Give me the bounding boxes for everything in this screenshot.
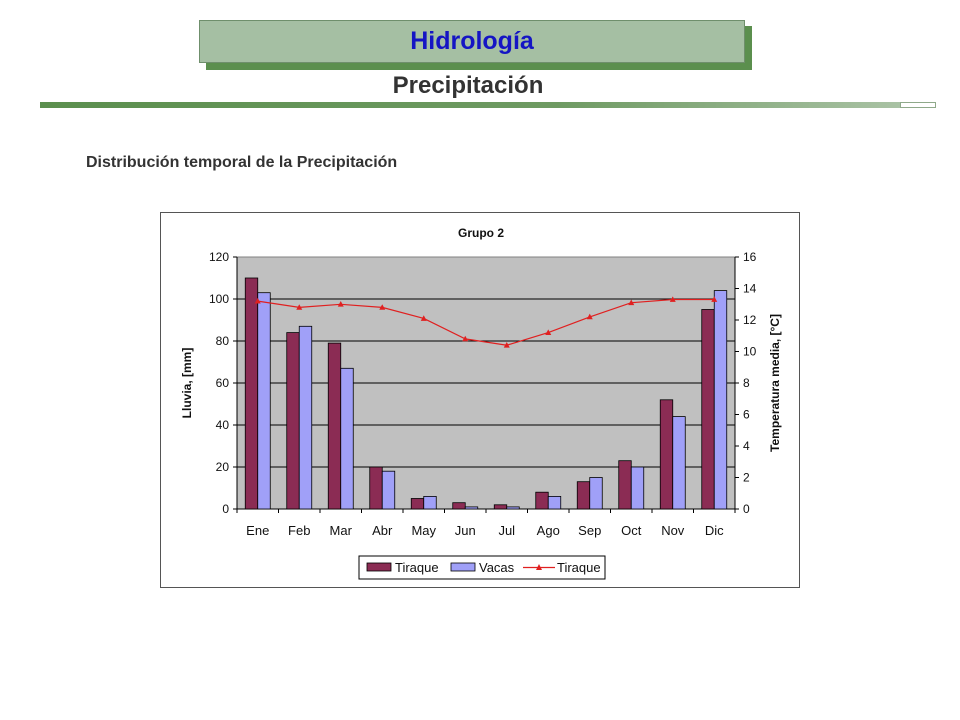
- temperature-marker: [420, 315, 427, 321]
- precipitation-chart: Grupo 2 Lluvia, [mm] Temperatura media, …: [180, 226, 782, 580]
- bar-vacas: [547, 495, 562, 510]
- header-divider: [40, 102, 900, 108]
- header-divider-end: [900, 102, 936, 108]
- y2-tick-label: 16: [743, 250, 757, 264]
- bar-tiraque: [659, 399, 674, 510]
- section-heading: Distribución temporal de la Precipitació…: [86, 154, 398, 171]
- legend-box: [358, 555, 606, 580]
- y-tick-label: 20: [216, 460, 230, 474]
- x-tick-label: Mar: [330, 523, 353, 538]
- x-tick-label: Oct: [621, 523, 642, 538]
- y2-tick-label: 8: [743, 376, 750, 390]
- temperature-marker: [669, 296, 676, 302]
- temperature-marker: [254, 297, 261, 304]
- bar-tiraque: [535, 491, 549, 510]
- bar-tiraque: [410, 498, 425, 510]
- y-tick-label: 100: [209, 292, 229, 306]
- legend-swatch-tiraque-bar: [366, 562, 392, 572]
- y2-tick-label: 12: [743, 313, 757, 327]
- bar-tiraque: [576, 481, 591, 510]
- temperature-marker: [462, 335, 469, 342]
- page-title: Hidrología: [410, 27, 534, 55]
- bar-tiraque: [701, 309, 715, 510]
- bar-vacas: [672, 416, 686, 510]
- y-tick-label: 40: [216, 418, 230, 432]
- x-tick-label: Jun: [455, 523, 476, 538]
- bar-vacas: [381, 470, 396, 510]
- y2-tick-label: 10: [743, 345, 757, 359]
- legend-label: Vacas: [479, 560, 515, 575]
- x-tick-label: May: [411, 523, 436, 538]
- bar-tiraque: [327, 342, 342, 510]
- title-box: Hidrología: [199, 20, 745, 63]
- y-tick-label: 60: [216, 376, 230, 390]
- bar-vacas: [713, 290, 728, 510]
- x-tick-label: Sep: [578, 523, 601, 538]
- temperature-marker: [337, 301, 344, 307]
- y2-tick-label: 14: [743, 282, 757, 296]
- bar-vacas: [257, 292, 271, 510]
- chart-frame: Grupo 2 Lluvia, [mm] Temperatura media, …: [160, 212, 800, 588]
- bar-vacas: [423, 495, 437, 510]
- y2-tick-label: 6: [743, 408, 750, 422]
- bar-vacas: [340, 367, 354, 510]
- bar-tiraque: [286, 332, 300, 510]
- x-tick-label: Nov: [661, 523, 685, 538]
- bar-vacas: [298, 325, 313, 510]
- legend-label: Tiraque: [395, 560, 439, 575]
- bar-tiraque: [493, 504, 508, 510]
- y-tick-label: 80: [216, 334, 230, 348]
- temperature-marker: [296, 304, 303, 310]
- bar-tiraque: [618, 460, 632, 510]
- y2-axis-label: Temperatura media, [°C]: [768, 314, 782, 452]
- x-tick-label: Dic: [705, 523, 724, 538]
- temperature-marker: [503, 342, 510, 348]
- bar-vacas: [506, 506, 520, 510]
- temperature-marker: [628, 299, 635, 306]
- bar-vacas: [464, 506, 479, 510]
- x-tick-label: Abr: [372, 523, 393, 538]
- x-tick-label: Ene: [246, 523, 269, 538]
- y-tick-label: 120: [209, 250, 229, 264]
- temperature-marker: [545, 329, 552, 335]
- temperature-line: [257, 298, 715, 346]
- bar-vacas: [630, 466, 645, 510]
- legend-label: Tiraque: [557, 560, 601, 575]
- x-tick-label: Jul: [498, 523, 515, 538]
- bar-tiraque: [244, 277, 259, 510]
- bar-tiraque: [369, 466, 383, 510]
- bar-vacas: [589, 477, 603, 510]
- legend-marker: [536, 564, 542, 570]
- chart-title: Grupo 2: [458, 226, 504, 240]
- y2-tick-label: 2: [743, 471, 750, 485]
- x-tick-label: Feb: [288, 523, 310, 538]
- temperature-marker: [379, 304, 386, 310]
- temperature-marker: [711, 296, 718, 302]
- bar-tiraque: [452, 502, 466, 510]
- y2-tick-label: 0: [743, 502, 750, 516]
- y2-tick-label: 4: [743, 439, 750, 453]
- page-subtitle: Precipitación: [392, 72, 544, 99]
- legend-swatch-vacas-bar: [450, 562, 476, 572]
- x-tick-label: Ago: [537, 523, 560, 538]
- temperature-marker: [586, 313, 593, 320]
- y-tick-label: 0: [222, 502, 229, 516]
- y-axis-label: Lluvia, [mm]: [180, 348, 194, 419]
